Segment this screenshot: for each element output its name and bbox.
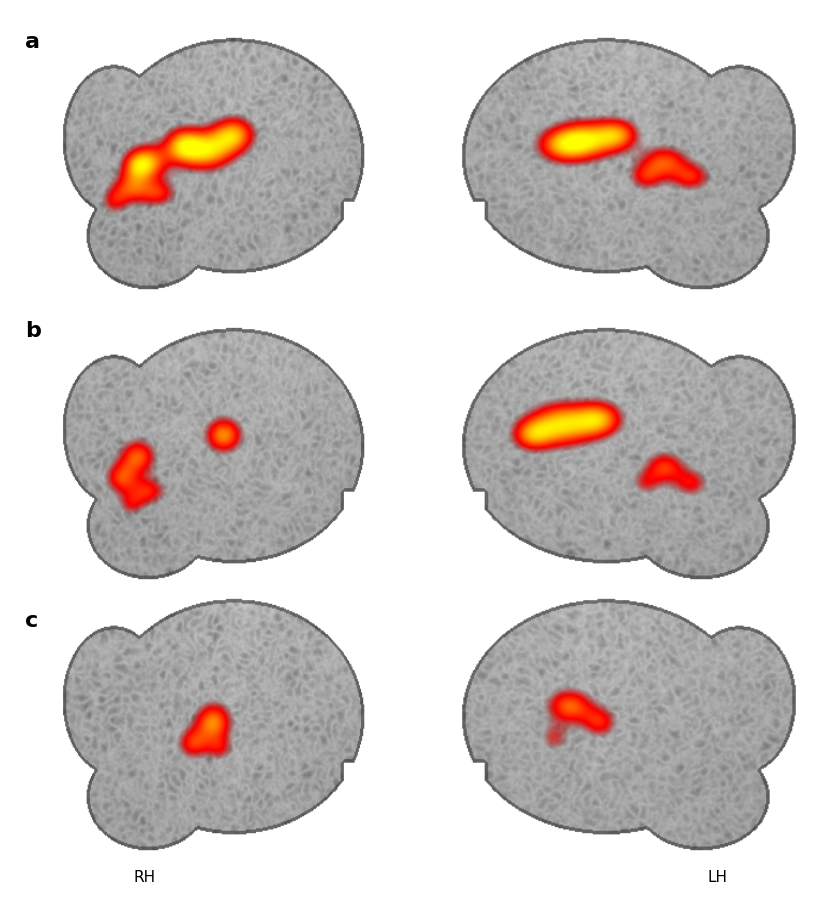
Text: RH: RH (134, 870, 155, 885)
Text: c: c (25, 611, 38, 631)
Text: b: b (25, 321, 40, 341)
Text: LH: LH (708, 870, 728, 885)
Text: a: a (25, 32, 40, 52)
